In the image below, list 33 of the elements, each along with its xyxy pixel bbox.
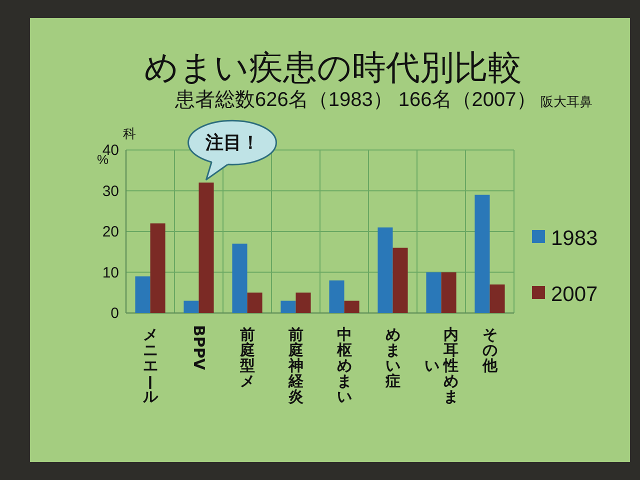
bar	[490, 284, 505, 313]
bar	[296, 292, 311, 313]
x-tick-label: 前庭神経炎	[287, 326, 304, 406]
legend-label: 2007	[551, 283, 598, 306]
bar	[184, 300, 199, 313]
bar	[426, 272, 442, 313]
chart-title: めまい疾患の時代別比較	[144, 49, 522, 87]
bar	[135, 276, 150, 313]
bar	[441, 272, 456, 313]
bar	[344, 300, 360, 313]
x-tick-label: 内耳性めまい	[424, 326, 458, 406]
bar	[198, 182, 214, 313]
x-tick-label: 中枢めまい	[336, 326, 352, 406]
x-tick-label: めまい症	[384, 326, 400, 390]
bar	[247, 292, 262, 313]
bar	[280, 300, 296, 313]
x-tick-label: 前庭型メ	[238, 326, 255, 390]
x-tick-label: メニエール	[140, 326, 159, 406]
legend-label: 1983	[551, 227, 598, 250]
bar	[474, 194, 490, 313]
bar	[232, 244, 248, 313]
y-tick-label: 0	[110, 305, 119, 322]
bar	[378, 227, 393, 313]
bar	[329, 280, 344, 313]
bar	[392, 248, 408, 313]
y-tick-label: 10	[102, 264, 119, 282]
chart-subtitle: 患者総数626名（1983） 166名（2007）	[175, 89, 536, 111]
annotation: 注目！	[204, 132, 260, 153]
x-tick-label: その他	[481, 326, 498, 374]
y-tick-label: 20	[102, 224, 119, 240]
x-tick-label: BPPV	[190, 325, 208, 370]
bar	[150, 223, 166, 313]
y-tick-label: 30	[102, 182, 119, 200]
